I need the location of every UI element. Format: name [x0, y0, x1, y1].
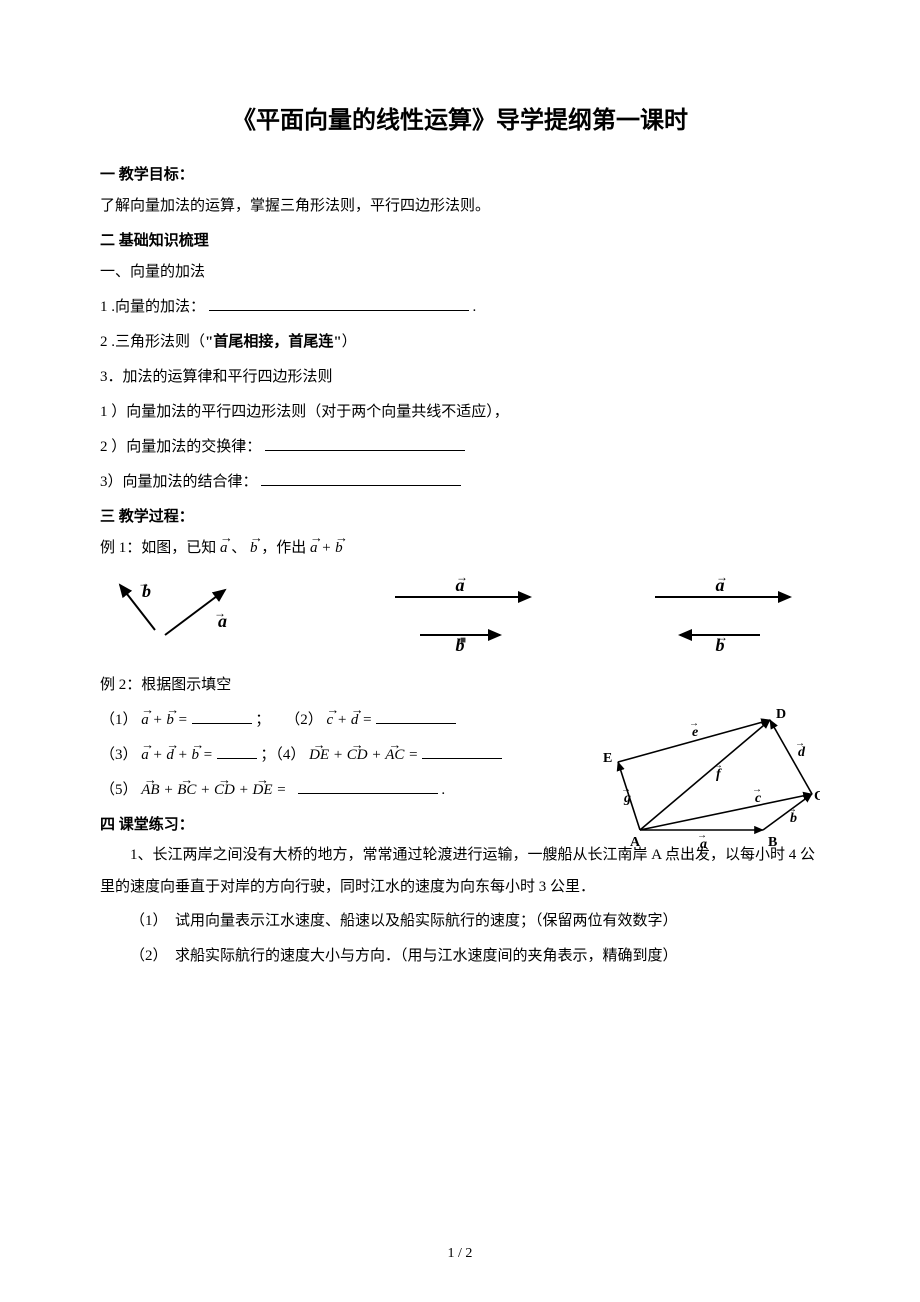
ex2-row-2: （3） →a + →d + →b = ；（4） →DE + →CD + →AC … [100, 739, 570, 772]
figure-polygon: A B C D E a→ b→ c→ d→ e→ f→ g→ [600, 702, 820, 852]
vector-a: →a [310, 534, 318, 557]
svg-text:→: → [214, 606, 226, 620]
item-1-label: 1 .向量的加法： [100, 299, 205, 315]
period: . [473, 299, 477, 315]
item-3-1: 1 ）向量加法的平行四边形法则（对于两个向量共线不适应）， [100, 396, 820, 429]
section-1-body: 了解向量加法的运算，掌握三角形法则，平行四边形法则。 [100, 190, 820, 223]
figure-panel-1: b → a → [100, 575, 300, 655]
vector-CD: →CD [347, 741, 368, 764]
item-2: 2 .三角形法则（"首尾相接，首尾连"） [100, 326, 820, 359]
item-1: 1 .向量的加法： . [100, 291, 820, 324]
ex1-mid2: ，作出 [261, 540, 310, 556]
vector-DE: →DE [252, 776, 272, 799]
item-2-prefix: 2 .三角形法则（ [100, 334, 205, 350]
example-2-block: A B C D E a→ b→ c→ d→ e→ f→ g→ （1） →a + … [100, 704, 820, 807]
item-3-3: 3）向量加法的结合律： [100, 466, 820, 499]
svg-text:C: C [814, 789, 820, 804]
blank-line [209, 294, 469, 312]
svg-text:D: D [776, 707, 786, 722]
period: . [441, 782, 445, 798]
vector-c: →c [327, 706, 334, 729]
item-2-suffix: ） [342, 334, 357, 350]
blank-line [376, 707, 456, 725]
label: （5） [100, 782, 138, 798]
vector-a: →a [141, 741, 149, 764]
section-1-heading: 一 教学目标： [100, 163, 820, 184]
blank-line [265, 434, 465, 452]
svg-text:→: → [713, 760, 723, 771]
blank-line [192, 707, 252, 725]
ex1-mid: 、 [231, 540, 250, 556]
vector-b: →b [166, 706, 174, 729]
vector-CD: →CD [214, 776, 235, 799]
svg-text:→: → [621, 784, 631, 795]
svg-text:→: → [716, 575, 728, 584]
question-1-1: （1） 试用向量表示江水速度、船速以及船实际航行的速度；（保留两位有效数字） [100, 905, 820, 938]
vector-d: →d [166, 741, 174, 764]
blank-line [261, 469, 461, 487]
vector-b: →b [250, 534, 258, 557]
ex2-row-1: （1） →a + →b = ； （2） →c + →d = [100, 704, 570, 737]
section-3-heading: 三 教学过程： [100, 505, 820, 526]
figure-panel-3: a → b → [620, 575, 820, 655]
label: ；（4） [260, 747, 305, 763]
item-3: 3．加法的运算律和平行四边形法则 [100, 361, 820, 394]
page: 《平面向量的线性运算》导学提纲第一课时 一 教学目标： 了解向量加法的运算，掌握… [0, 0, 920, 1302]
section-2-sub: 一、向量的加法 [100, 256, 820, 289]
item-3-2: 2 ）向量加法的交换律： [100, 431, 820, 464]
svg-text:A: A [630, 835, 641, 850]
vector-DE: →DE [309, 741, 329, 764]
item-3-2-label: 2 ）向量加法的交换律： [100, 439, 261, 455]
plus-sign: + [321, 540, 335, 556]
page-number: 1 / 2 [0, 1246, 920, 1262]
document-title: 《平面向量的线性运算》导学提纲第一课时 [100, 100, 820, 135]
svg-text:→: → [697, 830, 707, 841]
blank-line [217, 742, 257, 760]
vector-b: →b [192, 741, 200, 764]
label: （3） [100, 747, 138, 763]
svg-text:E: E [603, 751, 612, 766]
ex2-row-3: （5） →AB + →BC + →CD + →DE = . [100, 774, 570, 807]
vector-d: →d [351, 706, 359, 729]
svg-text:→: → [456, 575, 468, 584]
item-2-quote: "首尾相接，首尾连" [205, 334, 342, 350]
svg-text:→: → [787, 804, 797, 815]
vector-AC: →AC [385, 741, 404, 764]
svg-text:→: → [689, 718, 699, 729]
label: （2） [285, 712, 323, 728]
example-1: 例 1：如图，已知 →a 、 →b ，作出 →a + →b [100, 532, 820, 565]
item-3-3-label: 3）向量加法的结合律： [100, 474, 258, 490]
sep: ； [255, 712, 270, 728]
vector-b: →b [335, 534, 343, 557]
svg-text:→: → [795, 738, 805, 749]
ex1-prefix: 例 1：如图，已知 [100, 540, 220, 556]
vector-BC: →BC [177, 776, 196, 799]
blank-line [422, 742, 502, 760]
svg-text:→: → [716, 630, 728, 644]
center-marker-icon: ■ [460, 635, 466, 646]
section-2-heading: 二 基础知识梳理 [100, 229, 820, 250]
vector-AB: →AB [141, 776, 159, 799]
svg-text:→: → [752, 784, 762, 795]
question-1-2: （2） 求船实际航行的速度大小与方向．（用与江水速度间的夹角表示，精确到度） [100, 940, 820, 973]
vector-a: →a [220, 534, 228, 557]
example-2-title: 例 2：根据图示填空 [100, 669, 820, 702]
vector-a: →a [141, 706, 149, 729]
svg-text:→: → [138, 576, 150, 590]
label: （1） [100, 712, 138, 728]
svg-text:B: B [768, 835, 777, 850]
blank-line [298, 777, 438, 795]
